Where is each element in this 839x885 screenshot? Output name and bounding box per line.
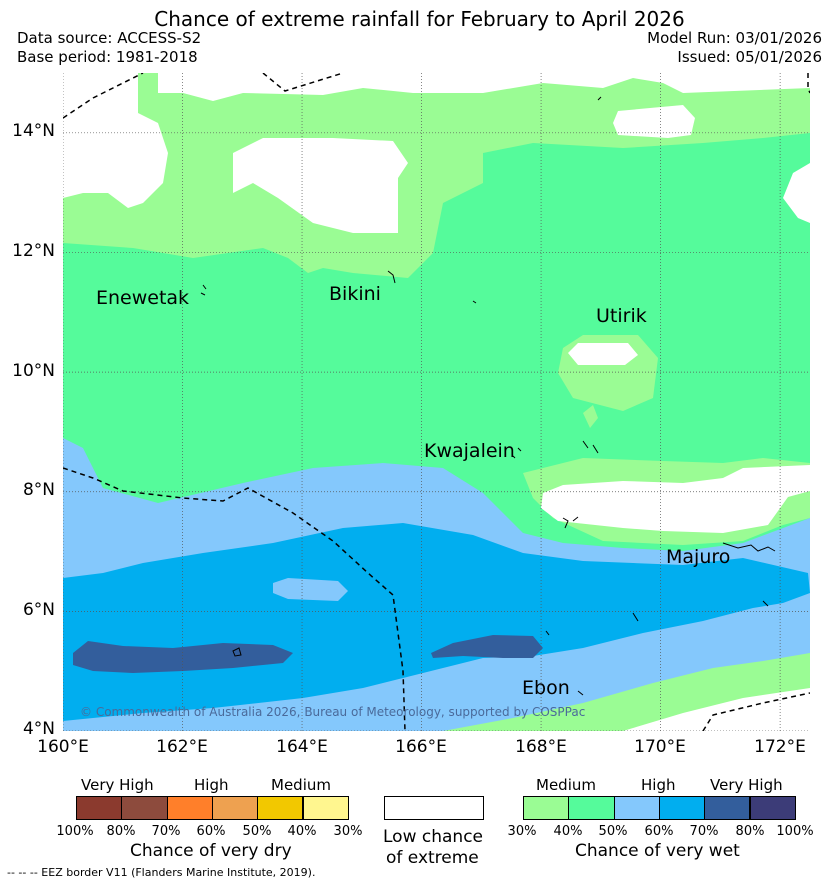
low-chance-north-center bbox=[233, 138, 408, 233]
eez-border bbox=[63, 73, 810, 731]
lat-tick: 6°N bbox=[22, 600, 55, 620]
dry-tick: 100% bbox=[56, 824, 94, 839]
wet-tick: 40% bbox=[553, 824, 583, 839]
dry-swatch bbox=[76, 796, 123, 820]
wet-tick: 60% bbox=[644, 824, 674, 839]
data-source: Data source: ACCESS-S2 bbox=[17, 29, 202, 47]
issued-date: Issued: 05/01/2026 bbox=[677, 48, 822, 66]
dry-group-very-high: Very High bbox=[81, 776, 154, 794]
eez-footnote: -- -- -- EEZ border V11 (Flanders Marine… bbox=[7, 866, 316, 879]
dry-tick: 60% bbox=[196, 824, 226, 839]
place-label-ebon: Ebon bbox=[522, 677, 570, 699]
place-label-utirik: Utirik bbox=[596, 305, 647, 327]
lat-tick: 10°N bbox=[12, 361, 55, 381]
map-area bbox=[63, 73, 810, 731]
place-label-majuro: Majuro bbox=[666, 546, 731, 568]
place-label-enewetak: Enewetak bbox=[96, 287, 190, 309]
model-run: Model Run: 03/01/2026 bbox=[647, 29, 822, 47]
place-label-kwajalein: Kwajalein bbox=[424, 440, 515, 462]
lon-tick: 166°E bbox=[395, 737, 447, 757]
dry-swatch bbox=[211, 796, 259, 820]
dry-tick: 40% bbox=[287, 824, 317, 839]
island-outlines bbox=[200, 96, 776, 696]
band-wet-30-small bbox=[583, 405, 598, 428]
wet-swatch bbox=[523, 796, 570, 820]
lon-tick: 162°E bbox=[156, 737, 208, 757]
low-chance-title-2: of extreme bbox=[386, 848, 479, 868]
low-chance-south bbox=[623, 688, 810, 731]
wet-tick: 100% bbox=[776, 824, 814, 839]
band-wet-50-blob bbox=[273, 578, 348, 601]
wet-tick: 30% bbox=[507, 824, 537, 839]
base-period: Base period: 1981-2018 bbox=[17, 48, 198, 66]
wet-tick: 70% bbox=[689, 824, 719, 839]
wet-tick: 50% bbox=[598, 824, 628, 839]
wet-swatch bbox=[568, 796, 615, 820]
dry-swatch bbox=[257, 796, 304, 820]
wet-swatch bbox=[613, 796, 660, 820]
dry-tick: 70% bbox=[151, 824, 181, 839]
band-wet-60 bbox=[63, 523, 810, 721]
lat-tick: 12°N bbox=[12, 241, 55, 261]
place-label-bikini: Bikini bbox=[329, 283, 381, 305]
dry-group-medium: Medium bbox=[271, 776, 331, 794]
band-wet-70-east bbox=[431, 635, 543, 658]
low-chance-ne-blob bbox=[613, 105, 695, 138]
lon-tick: 172°E bbox=[754, 737, 806, 757]
wet-colorbar-title: Chance of very wet bbox=[575, 841, 740, 861]
copyright-note: © Commonwealth of Australia 2026, Bureau… bbox=[80, 705, 586, 719]
dry-swatch bbox=[121, 796, 168, 820]
wet-swatch bbox=[704, 796, 751, 820]
dry-colorbar-title: Chance of very dry bbox=[130, 841, 292, 861]
dry-tick: 80% bbox=[106, 824, 136, 839]
meta-right: Model Run: 03/01/2026 Issued: 05/01/2026 bbox=[647, 29, 822, 67]
rainfall-map bbox=[63, 73, 810, 731]
low-chance-ne-edge bbox=[783, 163, 810, 223]
lon-tick: 164°E bbox=[276, 737, 328, 757]
low-chance-east bbox=[541, 465, 810, 533]
lon-tick: 160°E bbox=[37, 737, 89, 757]
lat-tick: 8°N bbox=[22, 480, 55, 500]
lon-tick: 168°E bbox=[515, 737, 567, 757]
wet-tick: 80% bbox=[735, 824, 765, 839]
low-chance-utirik bbox=[568, 343, 638, 365]
dry-group-high: High bbox=[194, 776, 229, 794]
low-chance-swatch bbox=[384, 796, 484, 820]
low-chance-nw bbox=[63, 73, 168, 208]
dry-swatch bbox=[166, 796, 213, 820]
lat-tick: 14°N bbox=[12, 121, 55, 141]
wet-swatch bbox=[658, 796, 706, 820]
lat-tick: 4°N bbox=[22, 719, 55, 739]
wet-group-high: High bbox=[641, 776, 676, 794]
low-chance-title-1: Low chance bbox=[383, 827, 483, 847]
dry-tick: 30% bbox=[333, 824, 363, 839]
wet-group-medium: Medium bbox=[536, 776, 596, 794]
lon-tick: 170°E bbox=[634, 737, 686, 757]
wet-swatch bbox=[749, 796, 796, 820]
map-title: Chance of extreme rainfall for February … bbox=[154, 7, 685, 31]
dry-swatch bbox=[302, 796, 349, 820]
wet-group-very-high: Very High bbox=[710, 776, 783, 794]
meta-left: Data source: ACCESS-S2 Base period: 1981… bbox=[17, 29, 201, 67]
dry-tick: 50% bbox=[242, 824, 272, 839]
